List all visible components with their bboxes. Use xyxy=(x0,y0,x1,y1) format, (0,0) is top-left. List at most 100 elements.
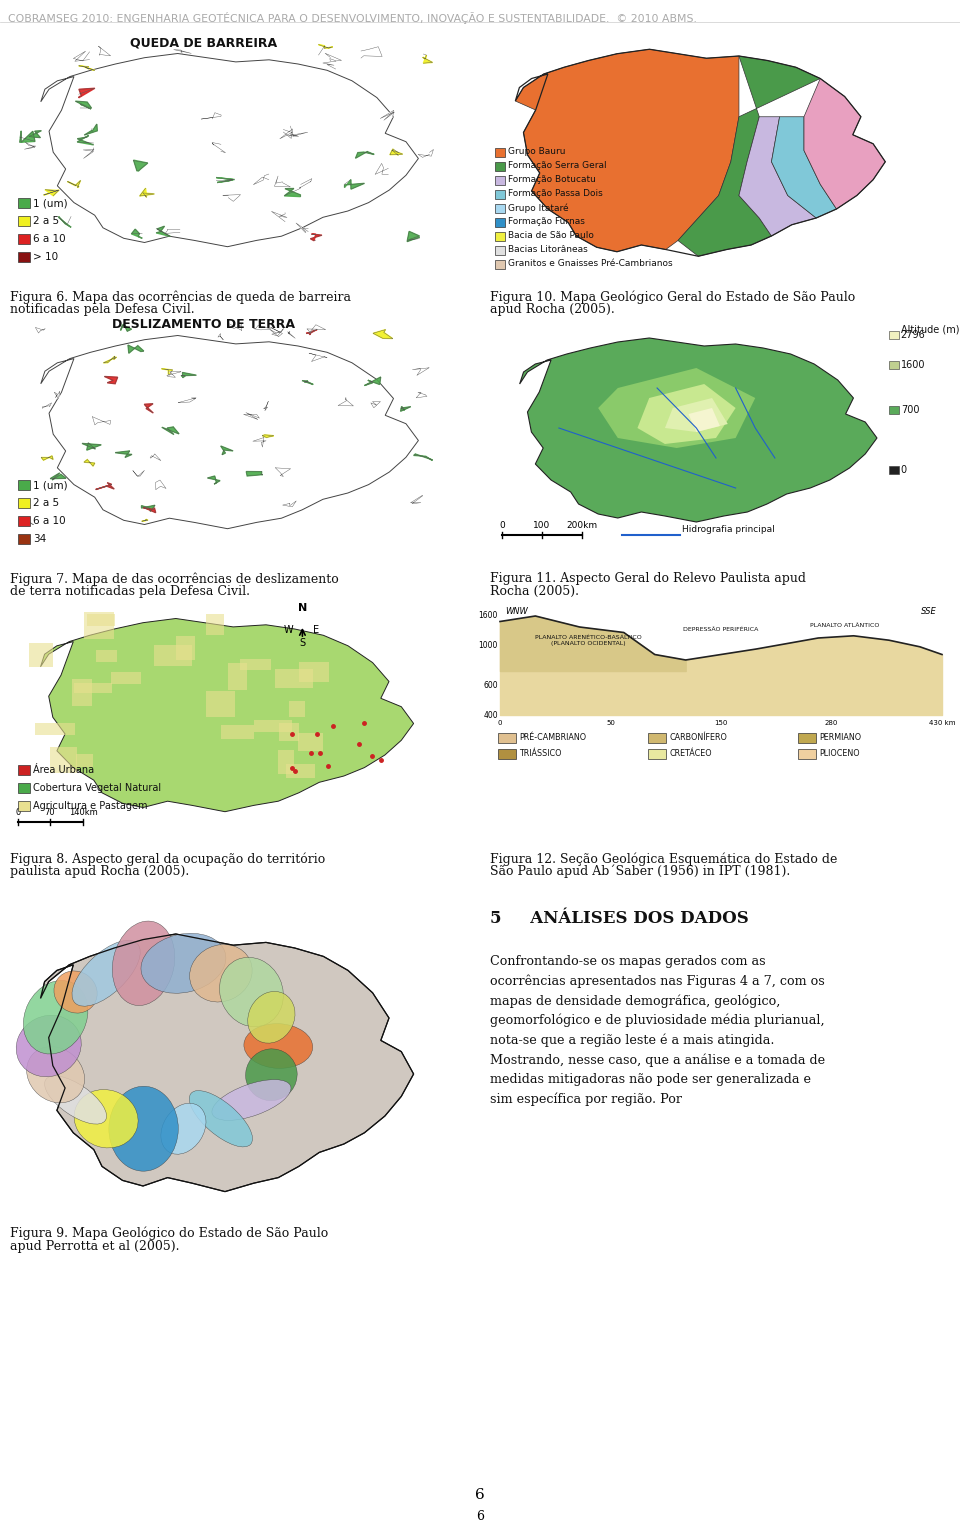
Bar xyxy=(498,732,516,743)
Bar xyxy=(86,615,115,626)
Bar xyxy=(221,725,254,739)
Text: Formação Serra Geral: Formação Serra Geral xyxy=(508,162,607,171)
Text: 6 a 10: 6 a 10 xyxy=(33,233,65,244)
Polygon shape xyxy=(296,223,308,232)
Bar xyxy=(206,691,234,717)
Text: 1 (um): 1 (um) xyxy=(33,481,67,490)
Polygon shape xyxy=(306,330,317,334)
Polygon shape xyxy=(167,372,180,377)
Text: E: E xyxy=(313,626,320,635)
Bar xyxy=(18,481,30,490)
Bar xyxy=(18,765,30,775)
Ellipse shape xyxy=(244,1024,313,1068)
Bar xyxy=(18,497,30,508)
Polygon shape xyxy=(98,46,110,56)
Bar xyxy=(18,801,30,810)
Text: PERMIANO: PERMIANO xyxy=(819,734,861,743)
Polygon shape xyxy=(40,618,414,812)
Polygon shape xyxy=(218,334,224,340)
Text: PLANALTO ATLÂNTICO: PLANALTO ATLÂNTICO xyxy=(810,623,879,629)
Bar xyxy=(495,218,505,227)
Polygon shape xyxy=(302,380,313,385)
Text: Figura 9. Mapa Geológico do Estado de São Paulo: Figura 9. Mapa Geológico do Estado de Sã… xyxy=(10,1227,328,1241)
Polygon shape xyxy=(50,473,66,481)
Text: de terra notificadas pela Defesa Civil.: de terra notificadas pela Defesa Civil. xyxy=(10,584,250,598)
Polygon shape xyxy=(212,142,226,153)
Bar xyxy=(276,668,313,688)
Polygon shape xyxy=(411,496,422,504)
Text: Bacia de São Paulo: Bacia de São Paulo xyxy=(508,232,594,241)
Ellipse shape xyxy=(44,1076,107,1125)
Polygon shape xyxy=(174,50,191,53)
Bar xyxy=(495,162,505,171)
Text: PRÉ-CAMBRIANO: PRÉ-CAMBRIANO xyxy=(519,734,587,743)
Polygon shape xyxy=(772,118,836,218)
Text: 140km: 140km xyxy=(68,807,97,816)
Polygon shape xyxy=(271,328,282,336)
Text: 6: 6 xyxy=(476,1511,484,1523)
Bar xyxy=(495,175,505,185)
Text: WNW: WNW xyxy=(505,607,528,617)
Polygon shape xyxy=(247,472,263,476)
Polygon shape xyxy=(142,519,148,522)
Text: 0: 0 xyxy=(499,520,505,530)
Polygon shape xyxy=(143,507,156,513)
Bar xyxy=(798,732,816,743)
Polygon shape xyxy=(42,403,52,407)
Text: São Paulo apud Ab´Saber (1956) in IPT (1981).: São Paulo apud Ab´Saber (1956) in IPT (1… xyxy=(490,865,790,879)
Bar xyxy=(278,723,300,740)
Polygon shape xyxy=(67,180,81,188)
Text: QUEDA DE BARREIRA: QUEDA DE BARREIRA xyxy=(130,37,277,49)
Polygon shape xyxy=(422,55,433,63)
Bar xyxy=(490,27,952,278)
Polygon shape xyxy=(179,398,196,403)
Bar xyxy=(18,783,30,794)
Text: 1600: 1600 xyxy=(900,360,925,369)
Text: CARBONÍFERO: CARBONÍFERO xyxy=(669,734,727,743)
Polygon shape xyxy=(121,324,132,331)
Polygon shape xyxy=(665,398,728,432)
Polygon shape xyxy=(82,443,101,450)
Bar xyxy=(228,664,248,690)
Polygon shape xyxy=(244,412,259,420)
Polygon shape xyxy=(519,337,877,522)
Polygon shape xyxy=(598,368,756,449)
Polygon shape xyxy=(84,148,94,159)
Bar xyxy=(798,749,816,758)
Polygon shape xyxy=(150,455,161,461)
Polygon shape xyxy=(688,407,720,432)
Text: Figura 8. Aspecto geral da ocupação do território: Figura 8. Aspecto geral da ocupação do t… xyxy=(10,852,325,865)
Text: Grupo Itataré: Grupo Itataré xyxy=(508,203,568,212)
Polygon shape xyxy=(223,195,241,201)
Ellipse shape xyxy=(54,971,97,1013)
Bar xyxy=(76,754,92,768)
Polygon shape xyxy=(345,180,365,189)
Ellipse shape xyxy=(189,1091,252,1148)
Text: paulista apud Rocha (2005).: paulista apud Rocha (2005). xyxy=(10,865,189,877)
Ellipse shape xyxy=(112,922,175,1006)
Text: 1 (um): 1 (um) xyxy=(33,198,67,208)
Polygon shape xyxy=(165,229,180,233)
Polygon shape xyxy=(253,325,271,330)
Bar xyxy=(495,191,505,198)
Polygon shape xyxy=(40,336,419,528)
Polygon shape xyxy=(207,476,220,484)
Bar xyxy=(18,534,30,543)
Polygon shape xyxy=(373,330,393,339)
Text: apud Perrotta et al (2005).: apud Perrotta et al (2005). xyxy=(10,1241,180,1253)
Text: 430 km: 430 km xyxy=(928,720,955,726)
Polygon shape xyxy=(323,61,336,69)
Bar xyxy=(278,749,294,774)
Text: SSE: SSE xyxy=(922,607,937,617)
Polygon shape xyxy=(132,229,142,238)
Bar xyxy=(299,734,324,751)
Polygon shape xyxy=(413,368,429,375)
Polygon shape xyxy=(400,406,411,412)
Bar xyxy=(72,679,92,707)
Text: 2796: 2796 xyxy=(900,330,925,340)
Text: CRETÁCEO: CRETÁCEO xyxy=(669,749,711,758)
Polygon shape xyxy=(516,49,739,252)
Text: DESLIZAMENTO DE TERRA: DESLIZAMENTO DE TERRA xyxy=(112,317,295,331)
Polygon shape xyxy=(128,345,144,353)
Text: 100: 100 xyxy=(534,520,551,530)
